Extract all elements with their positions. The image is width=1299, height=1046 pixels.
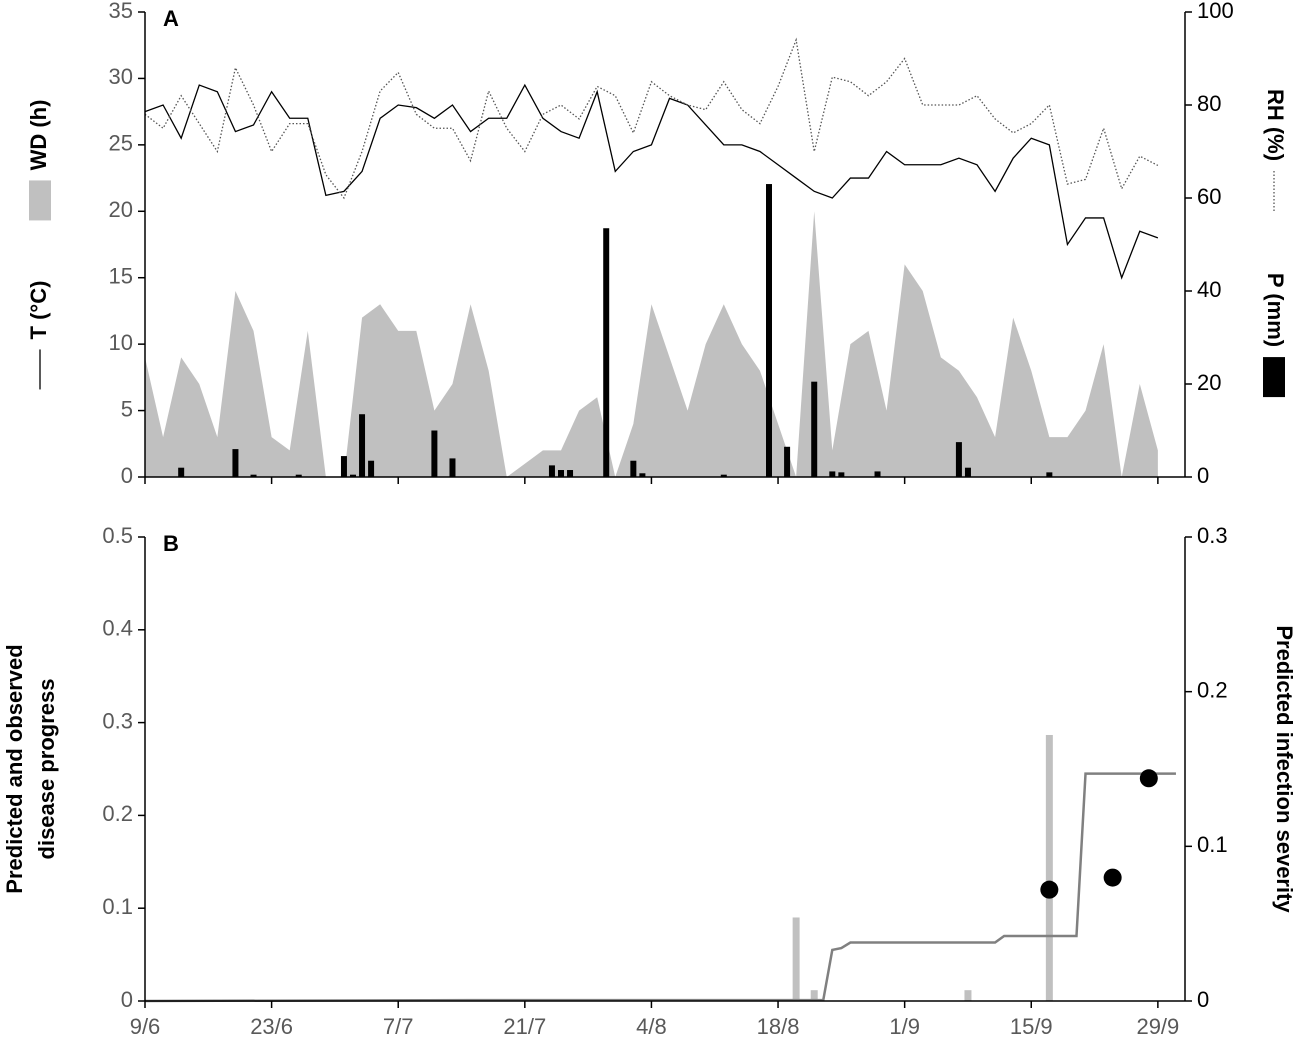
x-tick-label: 7/7 [383,1014,414,1039]
bar [964,990,972,1001]
y-tick-label: 25 [109,131,133,156]
y-tick-label: 10 [109,330,133,355]
legend-swatch [1263,357,1285,398]
legend-label: WD (h) [26,100,51,171]
x-tick-label: 21/7 [503,1014,546,1039]
x-tick-label: 15/9 [1010,1014,1053,1039]
legend-entry: WD (h) [26,100,51,221]
bar [829,471,836,477]
bar [955,442,962,477]
y-tick-label: 5 [121,396,133,421]
y-tick-label: 0.5 [102,523,133,548]
y2-tick-label: 100 [1197,0,1234,23]
y2-tick-label: 0.2 [1197,677,1228,702]
y-tick-label: 30 [109,64,133,89]
series-line [144,37,1159,200]
observed-point [1139,769,1158,788]
series-line [144,772,1176,1003]
y2-tick-label: 0.1 [1197,832,1228,857]
bar [567,470,574,477]
y2-tick-label: 40 [1197,277,1221,302]
bar [558,470,564,477]
observed-point [1040,880,1059,899]
panel: 0 0.1 0.2 0.3 0.4 0.5 0 0.1 0.2 0.3 9/6 23/6 7/7 21/7… [2,523,1297,1039]
bar [784,446,791,477]
y-tick-label: 0.3 [102,708,133,733]
bar [720,474,727,477]
bar [603,228,610,477]
legend-label: P (mm) [1263,273,1288,347]
bar [766,184,772,478]
bar [964,467,971,477]
bar [449,458,456,477]
legend-entry: RH (%) [1263,89,1288,212]
x-tick-label: 23/6 [250,1014,293,1039]
bar [431,430,438,477]
observed-point [1103,868,1122,887]
bar [1046,472,1053,477]
y2-tick-label: 0.3 [1197,523,1228,548]
bar [340,456,347,477]
bar [1045,734,1053,1001]
y-tick-label: 0.1 [102,894,133,919]
y2-tick-label: 0 [1197,987,1209,1012]
y-axis-label: Predicted and observed [2,644,27,893]
y-tick-label: 0.4 [102,616,133,641]
legend-label: RH (%) [1263,89,1288,161]
bar [811,381,818,477]
panel-label: A [163,6,179,31]
bar [548,465,555,477]
bar [630,460,637,477]
bar [810,990,818,1001]
bar [874,471,881,477]
y-tick-label: 0 [121,987,133,1012]
y2-tick-label: 20 [1197,370,1221,395]
bar [350,474,356,477]
bar [639,473,646,477]
y2-axis-label: Predicted infection severity [1272,625,1297,913]
y2-tick-label: 0 [1197,463,1209,488]
bar [359,414,366,477]
panel: 0 5 10 15 20 25 30 35 0 20 40 60 80 100 A WD (h) T (°C) R… [26,0,1288,488]
bar [838,472,845,477]
y-tick-label: 0.2 [102,801,133,826]
bar [792,917,800,1001]
panel-label: B [163,531,179,556]
wd-area [145,211,1158,478]
y-tick-label: 0 [121,463,133,488]
bar [295,474,302,477]
y-axis-label: disease progress [34,679,59,860]
legend-entry: P (mm) [1263,273,1288,398]
legend-swatch [29,180,51,221]
x-tick-label: 29/9 [1136,1014,1179,1039]
bar [250,474,257,477]
y-tick-label: 35 [109,0,133,23]
legend-entry: T (°C) [26,281,51,390]
y2-tick-label: 80 [1197,91,1221,116]
series-line [144,83,1159,280]
y2-tick-label: 60 [1197,184,1221,209]
x-tick-label: 1/9 [889,1014,920,1039]
y-tick-label: 15 [109,264,133,289]
bar [232,449,239,477]
x-tick-label: 4/8 [636,1014,667,1039]
x-tick-label: 18/8 [757,1014,800,1039]
bar [368,460,375,477]
y-tick-label: 20 [109,197,133,222]
legend-label: T (°C) [26,281,51,340]
bar [178,467,185,477]
x-tick-label: 9/6 [130,1014,161,1039]
